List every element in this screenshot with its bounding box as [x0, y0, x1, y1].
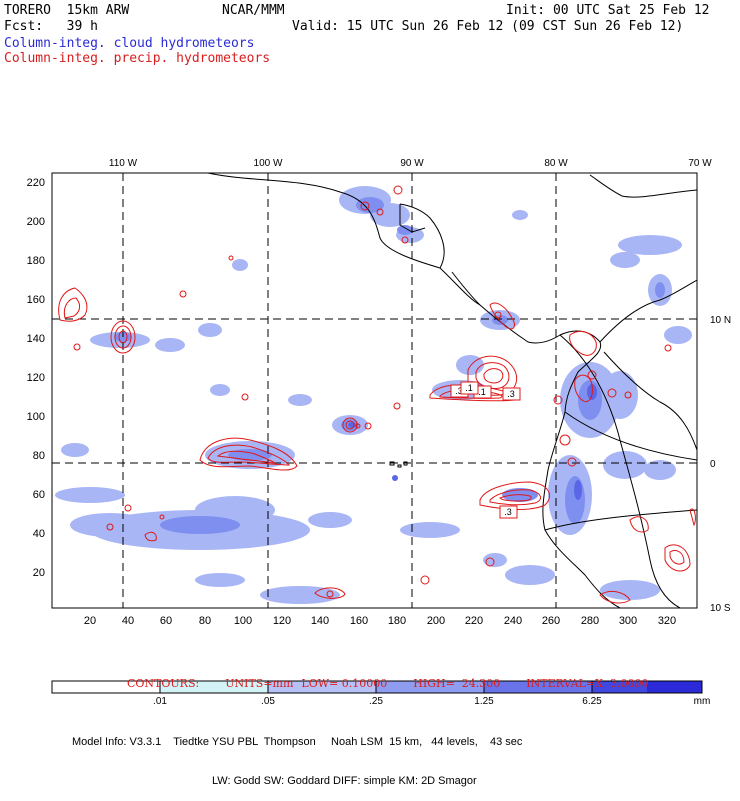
y-tick: 100 [27, 411, 45, 423]
y-tick: 160 [27, 294, 45, 306]
colorbar-tick: 6.25 [582, 696, 602, 707]
x-tick: 280 [581, 615, 599, 627]
model-info-line2: LW: Godd SW: Goddard DIFF: simple KM: 2D… [212, 775, 477, 787]
x-tick: 320 [658, 615, 676, 627]
x-tick: 220 [465, 615, 483, 627]
colorbar-segment [52, 681, 160, 693]
lat-label-10s: 10 S [710, 603, 731, 614]
model-info-line1: Model Info: V3.3.1 Tiedtke YSU PBL Thomp… [72, 736, 523, 748]
contours-low: LOW= 0.10000 [301, 677, 388, 690]
colorbar-segment [484, 681, 592, 693]
model-title: TORERO 15km ARW [4, 3, 130, 18]
y-tick: 80 [33, 450, 45, 462]
x-axis: 20 40 60 80 100 120 140 160 180 200 220 … [84, 615, 676, 627]
model-info: Model Info: V3.3.1 Tiedtke YSU PBL Thomp… [72, 710, 522, 801]
init-time: Init: 00 UTC Sat 25 Feb 12 [506, 3, 710, 18]
lon-label-100w: 100 W [254, 158, 283, 169]
contour-label: .3 [455, 386, 463, 396]
y-tick: 40 [33, 528, 45, 540]
lon-label-80w: 80 W [544, 158, 568, 169]
x-tick: 300 [619, 615, 637, 627]
y-tick: 60 [33, 489, 45, 501]
lat-label-0: 0 [710, 459, 716, 470]
field-precip-label: Column-integ. precip. hydrometeors [4, 51, 271, 66]
org-label: NCAR/MMM [222, 3, 285, 18]
colorbar-segment [592, 681, 647, 693]
contours-info: CONTOURS: UNITS=mm LOW= 0.10000 HIGH= 24.30… [120, 664, 675, 690]
y-tick: 120 [27, 372, 45, 384]
x-tick: 120 [273, 615, 291, 627]
lat-label-10n: 10 N [710, 315, 731, 326]
contour-label: .3 [504, 507, 512, 517]
x-tick: 240 [504, 615, 522, 627]
lon-label-90w: 90 W [400, 158, 424, 169]
x-tick: 80 [199, 615, 211, 627]
colorbar-segment [268, 681, 376, 693]
colorbar-tick: 1.25 [474, 696, 494, 707]
x-tick: 180 [388, 615, 406, 627]
contours-label: CONTOURS: [127, 677, 200, 690]
contour-labels: .3 .1 .3 .1 .3 [450, 381, 521, 519]
x-tick: 260 [542, 615, 560, 627]
x-tick: 140 [311, 615, 329, 627]
y-tick: 20 [33, 567, 45, 579]
contour-label: .1 [465, 383, 473, 393]
lon-label-110w: 110 W [109, 158, 138, 169]
graticule [52, 173, 697, 608]
colorbar-segment [160, 681, 268, 693]
contours-high: HIGH= 24.300 [413, 677, 501, 690]
y-tick: 180 [27, 255, 45, 267]
coastline [207, 173, 697, 608]
x-tick: 100 [234, 615, 252, 627]
x-tick: 160 [350, 615, 368, 627]
colorbar: .01 .05 .25 1.25 6.25 mm [51, 680, 711, 707]
y-axis: 220 200 180 160 140 120 100 80 60 40 20 [27, 177, 45, 579]
contour-label: .1 [478, 387, 486, 397]
colorbar-segment [647, 681, 702, 693]
forecast-hour: Fcst: 39 h [4, 19, 98, 34]
colorbar-units: mm [694, 696, 711, 707]
map-figure: 110 W 100 W 90 W 80 W 70 W 10 N 0 10 S 2… [27, 158, 731, 707]
contours-interval: INTERVAL=X 3.0000 [526, 677, 649, 690]
colorbar-segment [376, 681, 484, 693]
y-tick: 200 [27, 216, 45, 228]
colorbar-tick: .05 [261, 696, 275, 707]
contour-label: .3 [507, 389, 515, 399]
x-tick: 20 [84, 615, 96, 627]
x-tick: 200 [427, 615, 445, 627]
precip-contours [58, 185, 696, 604]
valid-time: Valid: 15 UTC Sun 26 Feb 12 (09 CST Sun … [292, 19, 684, 34]
lon-label-70w: 70 W [688, 158, 712, 169]
colorbar-tick: .01 [153, 696, 167, 707]
y-tick: 140 [27, 333, 45, 345]
x-tick: 40 [122, 615, 134, 627]
colorbar-tick: .25 [369, 696, 383, 707]
contours-units: UNITS=mm [225, 677, 294, 690]
map-frame [51, 172, 698, 609]
field-cloud-label: Column-integ. cloud hydrometeors [4, 36, 255, 51]
x-tick: 60 [160, 615, 172, 627]
y-tick: 220 [27, 177, 45, 189]
